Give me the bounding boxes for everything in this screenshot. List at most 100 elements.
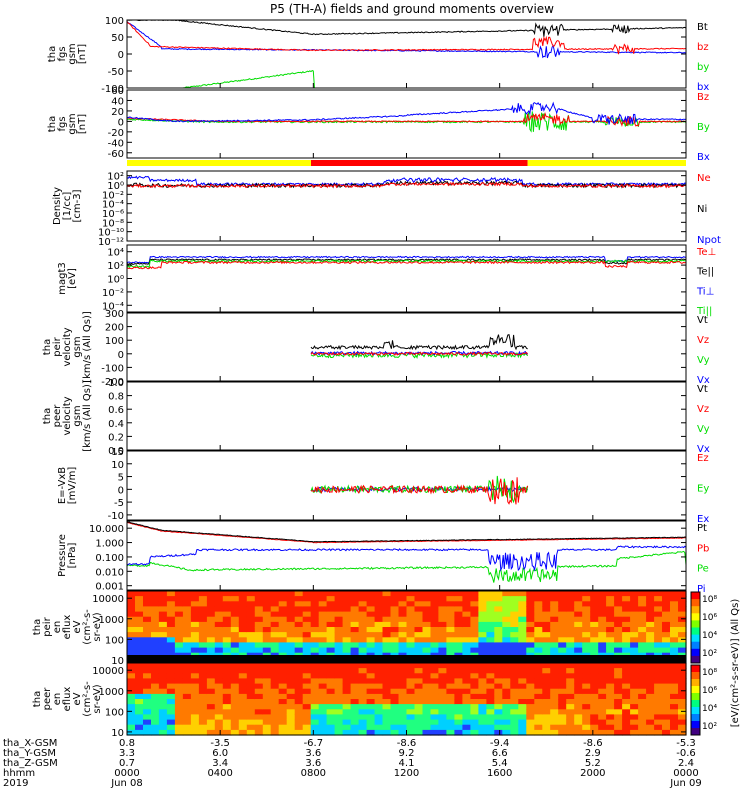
spectrogram-cell [422,688,432,695]
spectrogram-cell [454,606,463,613]
spectrogram-cell [174,693,184,700]
spectrogram-cell [366,688,376,695]
spectrogram-cell [135,699,144,705]
spectrogram-cell [478,647,487,654]
spectrogram-cell [127,616,136,623]
spectrogram-cell [254,668,264,674]
spectrogram-cell [542,704,551,710]
spectrogram-cell [606,611,615,618]
spectrogram-cell [678,668,687,674]
spectrogram-cell [550,729,559,736]
x-value-label: 0400 [207,768,232,779]
spectrogram-cell [478,627,487,633]
spectrogram-cell [374,693,384,700]
spectrogram-cell [358,673,368,679]
spectrogram-cell [542,719,551,726]
spectrogram-cell [646,699,655,705]
spectrogram-cell [270,627,280,633]
spectrogram-cell [158,668,168,674]
spectrogram-cell [278,673,288,679]
spectrogram-cell [446,719,455,726]
spectrogram-cell [286,719,296,726]
spectrogram-cell [350,591,360,597]
spectrogram-cell [526,632,535,638]
spectrogram-cell [582,724,591,731]
spectrogram-cell [302,673,312,679]
spectrogram-cell [430,637,440,643]
spectrogram-cell [326,683,336,690]
spectrogram-cell [454,591,463,597]
spectrogram-cell [127,683,136,690]
spectrogram-cell [662,678,671,685]
spectrogram-cell [550,637,559,643]
spectrogram-cell [670,729,679,736]
spectrogram-cell [422,693,432,700]
spectrogram-cell [446,724,455,731]
spectrogram-cell [390,729,400,736]
spectrogram-cell [574,699,583,705]
spectrogram-cell [430,714,440,721]
spectrogram-cell [678,601,687,607]
spectrogram-cell [550,591,559,597]
spectrogram-cell [206,606,216,613]
spectrogram-cell [166,596,176,602]
spectrogram-cell [414,678,424,685]
spectrogram-cell [534,704,543,710]
spectrogram-cell [542,647,551,654]
spectrogram-cell [230,611,240,618]
spectrogram-cell [558,637,567,643]
spectrogram-cell [270,616,280,623]
spectrogram-cell [382,647,392,654]
spectrogram-cell [326,714,336,721]
spectrogram-cell [494,729,503,736]
spectrogram-cell [590,632,599,638]
spectrogram-cell [151,632,160,638]
spectrogram-cell [302,668,312,674]
spectrogram-cell [446,714,455,721]
spectrogram-cell [398,724,408,731]
spectrogram-cell [534,673,543,679]
spectrogram-cell [190,668,200,674]
spectrogram-cell [358,616,368,623]
spectrogram-cell [382,724,392,731]
spectrogram-cell [526,678,535,685]
spectrogram-cell [438,632,447,638]
spectrogram-cell [374,729,384,736]
spectrogram-cell [558,719,567,726]
spectrogram-cell [166,591,176,597]
spectrogram-cell [446,693,455,700]
spectrogram-cell [622,729,631,736]
spectrogram-cell [214,663,224,669]
spectrogram-cell [630,601,639,607]
spectrogram-cell [174,632,184,638]
spectrogram-cell [278,601,288,607]
spectrogram-cell [598,719,607,726]
spectrogram-cell [670,693,679,700]
spectrogram-cell [566,683,575,690]
spectrogram-cell [310,714,320,721]
spectrogram-cell [606,591,615,597]
spectrogram-cell [334,704,344,710]
spectrogram-cell [590,647,599,654]
spectrogram-cell [566,642,575,649]
spectrogram-cell [526,642,535,649]
legend-bt: Bt [697,22,708,33]
spectrogram-cell [214,611,224,618]
spectrogram-cell [662,668,671,674]
spectrogram-cell [166,601,176,607]
spectrogram-cell [174,683,184,690]
spectrogram-cell [518,693,527,700]
spectrogram-cell [470,699,479,705]
spectrogram-cell [630,729,639,736]
spectrogram-cell [454,627,463,633]
spectrogram-cell [566,591,575,597]
spectrogram-cell [326,616,336,623]
spectrogram-cell [174,729,184,736]
spectrogram-cell [582,719,591,726]
spectrogram-cell [350,714,360,721]
spectrogram-cell [566,719,575,726]
spectrogram-cell [190,642,200,649]
y-axis-label: eV [72,692,83,705]
spectrogram-cell [638,596,647,602]
spectrogram-cell [358,729,368,736]
